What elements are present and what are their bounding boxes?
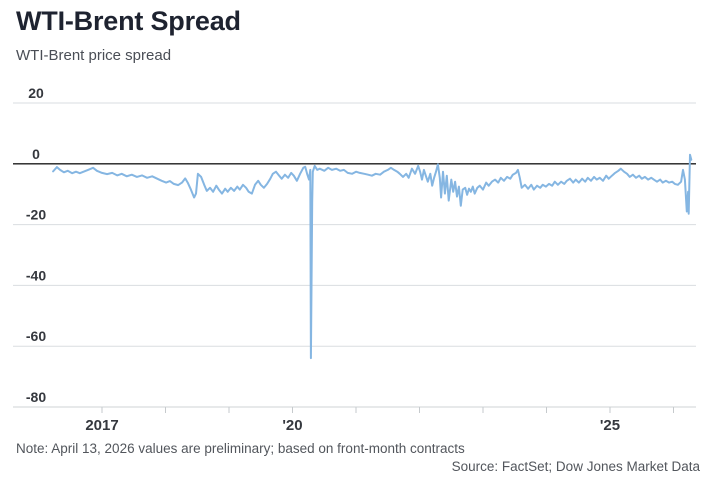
y-tick-label: 20 (28, 85, 44, 101)
y-tick-label: -20 (26, 207, 46, 223)
page-title: WTI-Brent Spread (16, 6, 241, 36)
x-tick-label: '20 (282, 417, 302, 434)
y-tick-label: 0 (32, 146, 40, 162)
y-tick-label: -60 (26, 328, 46, 344)
x-tick-label: '25 (600, 417, 620, 434)
footnote: Note: April 13, 2026 values are prelimin… (16, 441, 465, 456)
y-tick-label: -80 (26, 389, 46, 405)
y-tick-label: -40 (26, 267, 46, 283)
page-subtitle: WTI-Brent price spread (16, 47, 172, 64)
x-tick-label: 2017 (85, 417, 118, 434)
spread-line-series (52, 153, 693, 360)
source-attribution: Source: FactSet; Dow Jones Market Data (451, 459, 700, 474)
